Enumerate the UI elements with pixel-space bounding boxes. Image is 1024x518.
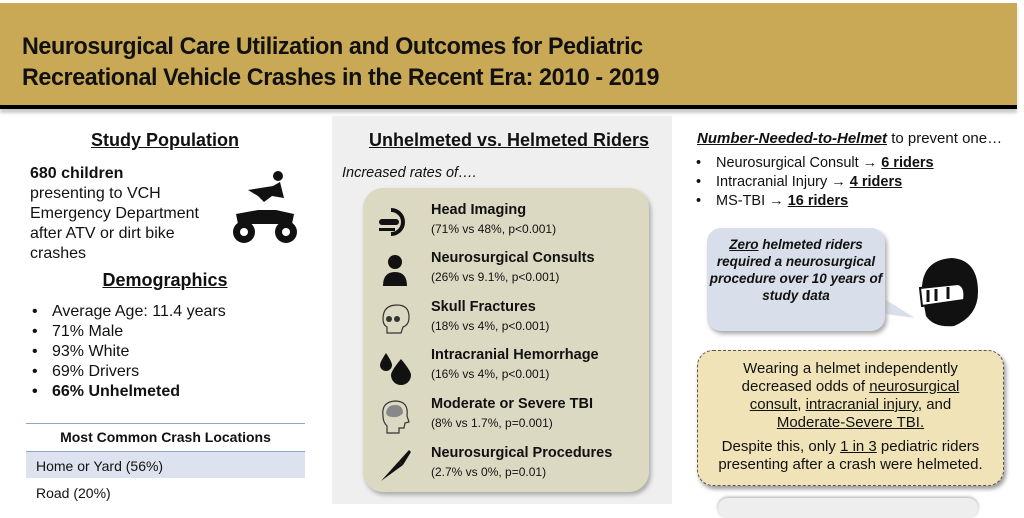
- outcome-item: Neurosurgical Procedures (2.7% vs 0%, p=…: [363, 445, 649, 489]
- demographic-item: 69% Drivers: [26, 362, 226, 382]
- helmet-comparison-heading: Unhelmeted vs. Helmeted Riders: [368, 130, 650, 150]
- children-count: 680 children: [30, 165, 124, 182]
- outcome-title: Head Imaging: [431, 202, 527, 218]
- outcome-title: Neurosurgical Consults: [431, 250, 595, 266]
- poster-title: Neurosurgical Care Utilization and Outco…: [22, 31, 659, 93]
- outcome-stats: (71% vs 48%, p<0.001): [431, 222, 557, 236]
- nnh-item: Neurosurgical Consult → 6 riders: [690, 154, 934, 173]
- nnh-heading: Number-Needed-to-Helmet to prevent one…: [697, 130, 1002, 147]
- desc-line: crashes: [30, 245, 87, 262]
- table-row: Road (20%): [36, 485, 111, 501]
- text: pediatric riders presenting after a cras…: [718, 438, 983, 473]
- increased-rates-intro: Increased rates of….: [342, 165, 477, 181]
- nnh-value: 6 riders: [881, 155, 934, 171]
- table-divider: [26, 423, 305, 424]
- zero-text: Zero: [729, 237, 759, 252]
- outcome-stats: (26% vs 9.1%, p<0.001): [431, 270, 560, 284]
- scalpel-icon: [381, 450, 411, 481]
- outcome-title: Intracranial Hemorrhage: [431, 347, 599, 363]
- nnh-label: Intracranial Injury →: [716, 174, 850, 190]
- nnh-item: MS-TBI → 16 riders: [690, 192, 934, 211]
- text: Moderate-Severe TBI.: [776, 414, 925, 431]
- nnh-value: 4 riders: [849, 174, 903, 190]
- conclusion-paragraph: Despite this, only 1 in 3 pediatric ride…: [698, 432, 1003, 474]
- nnh-value: 16 riders: [787, 193, 849, 209]
- desc-line: after ATV or dirt bike: [30, 225, 175, 242]
- zero-procedures-bubble: Zero helmeted riders required a neurosur…: [707, 228, 885, 331]
- nnh-label: MS-TBI →: [716, 193, 788, 209]
- demographic-item: 66% Unhelmeted: [26, 382, 226, 402]
- outcome-item: Moderate or Severe TBI (8% vs 1.7%, p=0.…: [363, 396, 649, 440]
- text: neurosurgical consult: [749, 378, 960, 413]
- title-line: Recreational Vehicle Crashes in the Rece…: [22, 64, 660, 91]
- outcome-item: Neurosurgical Consults (26% vs 9.1%, p<0…: [363, 250, 649, 294]
- outcome-stats: (16% vs 4%, p<0.001): [431, 367, 550, 381]
- outcome-item: Intracranial Hemorrhage (16% vs 4%, p<0.…: [363, 347, 649, 391]
- helmet-icon: [918, 258, 978, 327]
- crash-locations-header: Most Common Crash Locations: [60, 429, 271, 445]
- atv-crash-icon: [233, 171, 297, 243]
- table-row: Home or Yard (56%): [26, 451, 305, 478]
- conclusion-paragraph: Wearing a helmet independently decreased…: [698, 360, 1003, 432]
- outcome-stats: (8% vs 1.7%, p=0.001): [431, 416, 553, 430]
- nnh-label: Neurosurgical Consult →: [716, 155, 882, 171]
- ct-scanner-icon: [379, 208, 405, 236]
- brain-head-icon: [382, 400, 410, 434]
- outcome-item: Skull Fractures (18% vs 4%, p<0.001): [363, 299, 649, 343]
- poster-header: Neurosurgical Care Utilization and Outco…: [0, 3, 1017, 109]
- bubble-text: helmeted riders required a neurosurgical…: [709, 237, 883, 303]
- outcome-stats: (18% vs 4%, p<0.001): [431, 319, 550, 333]
- outcome-title: Neurosurgical Procedures: [431, 445, 613, 461]
- desc-line: Emergency Department: [30, 205, 199, 222]
- next-box-partial: [718, 498, 978, 518]
- desc-line: presenting to VCH: [30, 185, 161, 202]
- demographics-list: Average Age: 11.4 years 71% Male 93% Whi…: [26, 302, 226, 402]
- outcome-title: Skull Fractures: [431, 299, 536, 315]
- nnh-title: Number-Needed-to-Helmet: [697, 130, 888, 147]
- doctor-icon: [383, 255, 407, 286]
- text: Despite this, only: [721, 438, 841, 455]
- demographic-item: 71% Male: [26, 322, 226, 342]
- study-population-heading: Study Population: [91, 130, 239, 150]
- helmet-conclusion-box: Wearing a helmet independently decreased…: [697, 350, 1004, 486]
- text: 1 in 3: [840, 438, 877, 455]
- demographic-item: 93% White: [26, 342, 226, 362]
- nnh-list: Neurosurgical Consult → 6 riders Intracr…: [690, 154, 934, 211]
- demographics-heading: Demographics: [102, 270, 228, 290]
- outcome-stats: (2.7% vs 0%, p=0.01): [431, 465, 547, 479]
- text: and: [922, 396, 952, 413]
- nnh-item: Intracranial Injury → 4 riders: [690, 173, 934, 192]
- text: Wearing a helmet independently decreased…: [741, 360, 958, 395]
- nnh-suffix: to prevent one…: [887, 130, 1003, 147]
- demographic-item: Average Age: 11.4 years: [26, 302, 226, 322]
- outcome-title: Moderate or Severe TBI: [431, 396, 593, 412]
- outcome-item: Head Imaging (71% vs 48%, p<0.001): [363, 202, 649, 246]
- blood-drops-icon: [380, 353, 411, 385]
- text: intracranial injury,: [805, 396, 923, 413]
- title-line: Neurosurgical Care Utilization and Outco…: [22, 33, 643, 60]
- text: ,: [797, 396, 806, 413]
- study-population-text: 680 children presenting to VCH Emergency…: [30, 164, 199, 264]
- outcomes-card: Head Imaging (71% vs 48%, p<0.001) Neuro…: [363, 188, 649, 492]
- skull-icon: [382, 304, 410, 334]
